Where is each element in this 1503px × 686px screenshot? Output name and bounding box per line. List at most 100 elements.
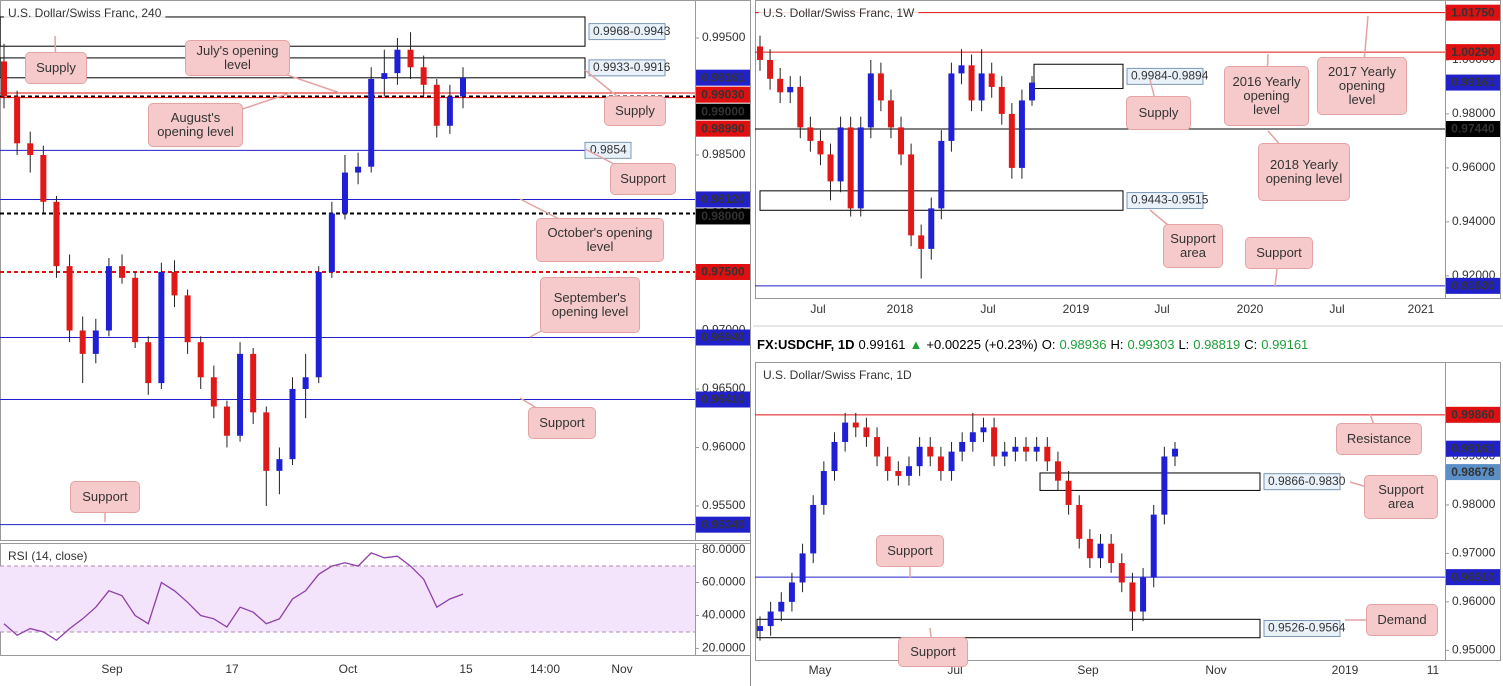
candle-body: [171, 271, 178, 296]
header-field: 0.99161: [858, 337, 906, 352]
candle-body: [778, 601, 785, 612]
annotation: Support: [610, 163, 676, 195]
candle-body: [767, 59, 774, 79]
pane-border: [755, 362, 1501, 661]
candle-body: [1076, 504, 1083, 539]
candle-body: [1018, 100, 1025, 168]
candle-body: [276, 459, 283, 471]
candle-body: [867, 73, 874, 128]
price-label: 0.9854: [590, 142, 627, 156]
candle-body: [119, 266, 126, 278]
price-label-box: [1446, 440, 1500, 457]
y-tick-label: 40.0000: [702, 608, 746, 622]
candle-body: [898, 127, 905, 155]
annotation: Demand: [1366, 604, 1438, 636]
header-field: ▲: [909, 337, 923, 352]
annotation: Resistance: [1336, 423, 1422, 455]
annotation: 2017 Yearly opening level: [1317, 57, 1407, 115]
header-field: FX:USDCHF, 1D: [757, 337, 855, 352]
header-field: O:: [1041, 337, 1056, 352]
candle-body: [908, 154, 915, 236]
range-box: [1033, 63, 1124, 90]
y-tick-label: 0.98000: [1452, 497, 1496, 511]
x-tick-label: Oct: [339, 662, 358, 676]
candle-body: [788, 582, 795, 602]
candle-body: [14, 96, 21, 144]
candle-body: [394, 49, 401, 74]
candle-body: [105, 266, 112, 331]
price-label-box: [696, 208, 750, 225]
candle-body: [857, 127, 864, 209]
candle-body: [937, 456, 944, 472]
candle-body: [66, 266, 73, 331]
candle-body: [1161, 456, 1168, 515]
price-label-box: [1446, 277, 1500, 294]
candle-body: [959, 441, 966, 452]
title-bg: [759, 4, 919, 22]
price-label-box: [696, 391, 750, 408]
price-label: 0.97440: [1451, 122, 1495, 136]
x-tick-label: 2019: [1063, 302, 1090, 316]
candle-body: [460, 77, 466, 97]
candle-body: [1118, 563, 1125, 583]
candle-body: [817, 140, 824, 155]
price-label-box: [696, 103, 750, 120]
y-tick-label: 80.0000: [702, 542, 746, 556]
annotation: Supply: [1126, 96, 1191, 130]
range-label-box: [588, 59, 666, 77]
candle-body: [969, 432, 976, 442]
x-tick-label: Sep: [101, 662, 123, 676]
candle-body: [1, 61, 7, 97]
candle-body: [79, 330, 86, 354]
y-tick-label: 20.0000: [702, 641, 746, 655]
candle-body: [948, 73, 955, 141]
price-label: 0.98120: [701, 192, 745, 206]
candle-body: [132, 277, 139, 343]
candle-body: [884, 456, 891, 472]
pane-border: [0, 0, 751, 541]
candle-body: [223, 406, 230, 436]
annotation: Support: [70, 481, 140, 513]
price-label: 1.00290: [1451, 45, 1495, 59]
candle-body: [1029, 82, 1035, 101]
candle-body: [40, 155, 47, 202]
candle-body: [998, 86, 1005, 114]
x-tick-label: Sep: [1077, 663, 1099, 677]
annotation: Support: [1245, 237, 1313, 269]
candle-body: [1001, 451, 1008, 457]
range-label-box: [1126, 67, 1204, 85]
range-label: 0.9984-0.9894: [1131, 69, 1209, 83]
range-box: [756, 618, 1261, 639]
header-field: 0.99161: [1261, 337, 1309, 352]
candle-body: [799, 553, 806, 583]
header-field: L:: [1178, 337, 1190, 352]
candle-body: [302, 377, 309, 389]
candle-body: [250, 353, 257, 413]
range-label-box: [1126, 192, 1204, 210]
candle-body: [980, 427, 987, 433]
candle-body: [158, 271, 165, 384]
price-label-box: [696, 516, 750, 533]
annotation: Supply: [25, 52, 87, 84]
candle-body: [968, 65, 975, 101]
candle-body: [863, 427, 870, 438]
candle-body: [355, 166, 362, 173]
candle-body: [92, 330, 99, 354]
candle-body: [905, 466, 912, 476]
y-tick-label: 0.96000: [1452, 160, 1496, 174]
header-field: H:: [1110, 337, 1124, 352]
price-label: 0.95340: [701, 517, 745, 531]
range-box: [0, 57, 586, 79]
candle-body: [852, 422, 859, 428]
y-tick-label: 0.94000: [1452, 214, 1496, 228]
candle-body: [1023, 446, 1030, 452]
candle-body: [1150, 514, 1157, 578]
price-label: 0.99000: [701, 104, 745, 118]
candle-body: [1086, 538, 1093, 559]
candle-body: [289, 388, 296, 460]
candle-body: [927, 446, 934, 457]
y-tick-label: 0.97000: [1452, 546, 1496, 560]
price-label: 0.98990: [701, 121, 745, 135]
price-label-box: [696, 86, 750, 103]
